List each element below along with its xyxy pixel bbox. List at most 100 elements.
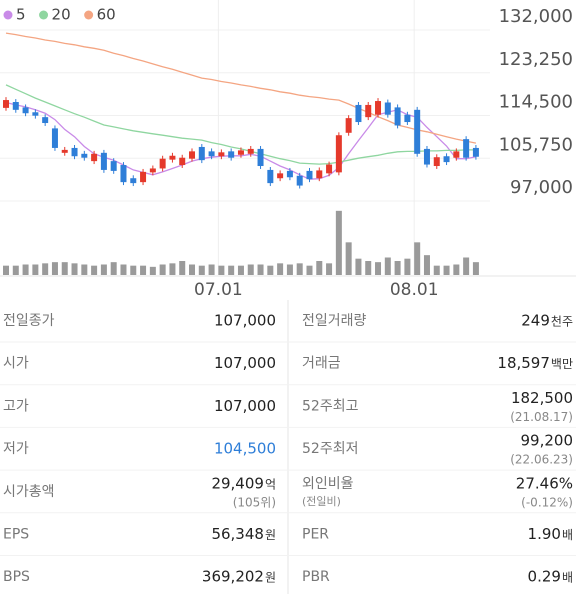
volume-bar <box>130 265 137 275</box>
row-label: 거래금 <box>302 356 341 372</box>
candle-body <box>306 170 313 180</box>
row-value: 107,000 <box>214 312 276 330</box>
volume-bar <box>306 265 313 275</box>
legend-dot <box>39 10 49 20</box>
candle-body <box>247 148 254 154</box>
volume-bar <box>433 265 440 275</box>
candle-body <box>61 149 68 153</box>
row-label: EPS <box>3 527 29 543</box>
row-value: 369,202 <box>202 568 264 586</box>
legend-label: 60 <box>97 6 116 24</box>
candle-body <box>257 148 264 167</box>
volume-bar <box>463 257 470 275</box>
value-unit: 억 <box>265 477 276 491</box>
candle-body <box>237 150 244 155</box>
volume-bar <box>120 264 127 275</box>
candle-body <box>375 101 382 115</box>
row-label: 외인비율 <box>302 476 354 492</box>
candle-body <box>12 102 19 110</box>
volume-bar <box>257 264 264 275</box>
candle-body <box>335 135 342 173</box>
candle-body <box>110 161 117 171</box>
candle-body <box>22 107 29 114</box>
legend-dot <box>3 10 13 20</box>
volume-bar <box>159 264 166 275</box>
volume-bar <box>267 265 274 275</box>
legend-label: 5 <box>16 6 26 24</box>
volume-bar <box>316 261 323 275</box>
row-label: 52주최저 <box>302 441 358 457</box>
candle-body <box>414 109 421 154</box>
volume-bar <box>414 242 421 275</box>
row-label-sub: (전일비) <box>302 494 341 508</box>
candle-body <box>169 155 176 160</box>
y-tick-label: 114,500 <box>499 92 573 113</box>
candle-body <box>218 152 225 157</box>
volume-bar <box>453 264 460 275</box>
candle-body <box>423 148 430 165</box>
candle-body <box>179 157 186 166</box>
candle-body <box>120 165 127 183</box>
volume-bar <box>218 265 225 275</box>
candle-body <box>140 171 147 183</box>
row-value-sub: (21.08.17) <box>510 410 573 424</box>
row-value: 27.46% <box>516 474 573 492</box>
row-label: BPS <box>3 569 30 585</box>
candle-body <box>91 153 98 162</box>
volume-bar <box>472 262 479 275</box>
candle-body <box>100 152 107 170</box>
volume-bar <box>149 266 156 275</box>
value-unit: 원 <box>265 571 276 585</box>
candle-body <box>51 128 58 148</box>
row-label: 전일종가 <box>3 313 55 329</box>
candle-body <box>472 147 479 157</box>
volume-bar <box>404 258 411 275</box>
volume-bar <box>42 263 49 275</box>
value-unit: 백만 <box>551 357 573 371</box>
volume-bar <box>228 265 235 275</box>
value-unit: 배 <box>562 528 573 542</box>
candle-body <box>71 147 78 157</box>
legend-label: 20 <box>52 6 71 24</box>
candle-body <box>32 112 39 116</box>
candle-body <box>326 164 333 174</box>
candle-body <box>189 151 196 159</box>
volume-bar <box>365 261 372 275</box>
volume-bar <box>355 258 362 275</box>
volume-bar <box>443 265 450 275</box>
candle-body <box>355 104 362 123</box>
candle-body <box>3 100 9 108</box>
candle-body <box>198 146 205 161</box>
volume-bar <box>140 265 147 275</box>
x-tick-label: 08.01 <box>390 280 439 300</box>
row-value: 0.29 <box>528 568 561 586</box>
ma-line <box>5 32 477 144</box>
volume-bar <box>345 242 352 275</box>
row-label: 시가 <box>3 356 29 372</box>
volume-bar <box>375 262 382 275</box>
candle-body <box>286 170 293 178</box>
candle-body <box>443 156 450 163</box>
row-value: 99,200 <box>521 432 574 450</box>
volume-bar <box>394 261 401 275</box>
volume-bar <box>71 263 78 275</box>
row-value: 1.90 <box>528 525 561 543</box>
candle-body <box>149 168 156 173</box>
row-value: 107,000 <box>214 354 276 372</box>
value-unit: 배 <box>562 571 573 585</box>
volume-bar <box>198 265 205 275</box>
volume-bar <box>3 265 9 275</box>
volume-bar <box>237 265 244 275</box>
candle-body <box>130 178 137 184</box>
candle-body <box>159 158 166 169</box>
volume-bar <box>247 264 254 275</box>
row-value-sub: (22.06.23) <box>510 453 573 467</box>
candle-body <box>42 117 49 124</box>
candle-body <box>81 153 88 158</box>
candle-body <box>394 107 401 126</box>
y-tick-label: 97,000 <box>510 177 573 198</box>
volume-bar <box>179 261 186 275</box>
row-label: 저가 <box>3 441 29 457</box>
row-label: PBR <box>302 569 330 585</box>
